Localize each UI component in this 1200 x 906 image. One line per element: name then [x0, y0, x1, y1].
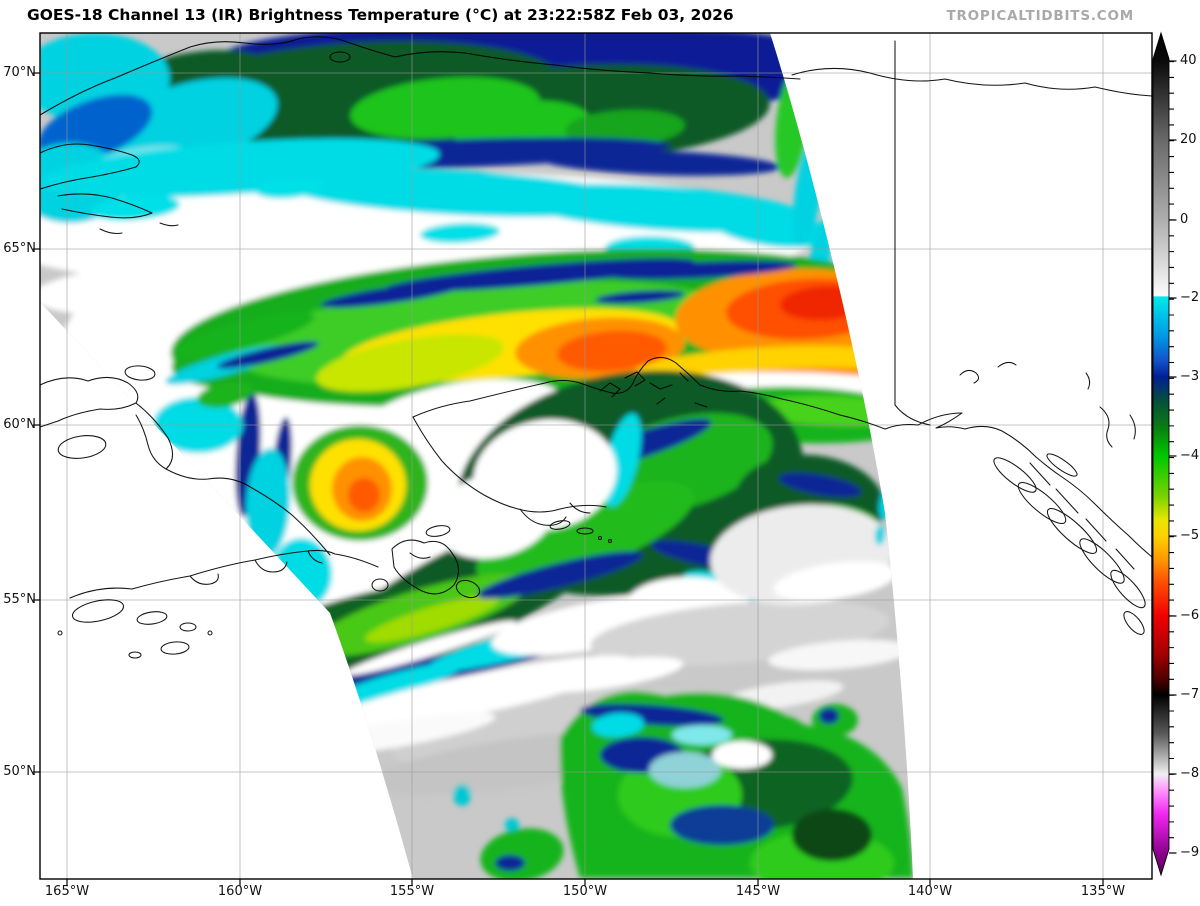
- lon-label-140w: 140°W: [907, 884, 953, 899]
- colorbar: [1152, 31, 1177, 877]
- lat-label-55n: 55°N: [3, 592, 36, 607]
- colorbar-tick-label: 0: [1180, 212, 1189, 227]
- coastlines: [39, 36, 1153, 659]
- map-plot-area: [39, 32, 1153, 880]
- colorbar-tick-label: −80: [1180, 766, 1200, 781]
- colorbar-major-ticks: [1169, 60, 1177, 854]
- lat-label-50n: 50°N: [3, 764, 36, 779]
- satellite-ir-field: [40, 33, 913, 879]
- watermark: TROPICALTIDBITS.COM: [946, 8, 1134, 24]
- colorbar-tick-label: −60: [1180, 608, 1200, 623]
- map-border: [39, 32, 1153, 880]
- colorbar-tick-label: 20: [1180, 132, 1197, 147]
- lon-label-160w: 160°W: [217, 884, 263, 899]
- lon-label-135w: 135°W: [1080, 884, 1126, 899]
- colorbar-tick-label: −50: [1180, 528, 1200, 543]
- lat-label-70n: 70°N: [3, 65, 36, 80]
- colorbar-tick-label: −30: [1180, 369, 1200, 384]
- axis-ticks: [33, 72, 1104, 886]
- lon-label-155w: 155°W: [389, 884, 435, 899]
- colorbar-tick-label: 40: [1180, 53, 1197, 68]
- lon-label-165w: 165°W: [44, 884, 90, 899]
- colorbar-tick-label: −90: [1180, 845, 1200, 860]
- colorbar-tick-label: −20: [1180, 290, 1200, 305]
- lat-label-65n: 65°N: [3, 241, 36, 256]
- latlon-grid: [40, 33, 1152, 879]
- lon-label-150w: 150°W: [562, 884, 608, 899]
- colorbar-tick-label: −40: [1180, 448, 1200, 463]
- lon-label-145w: 145°W: [735, 884, 781, 899]
- colorbar-gradient: [1152, 31, 1170, 877]
- lat-label-60n: 60°N: [3, 417, 36, 432]
- colorbar-tick-label: −70: [1180, 687, 1200, 702]
- page-title: GOES-18 Channel 13 (IR) Brightness Tempe…: [27, 6, 734, 24]
